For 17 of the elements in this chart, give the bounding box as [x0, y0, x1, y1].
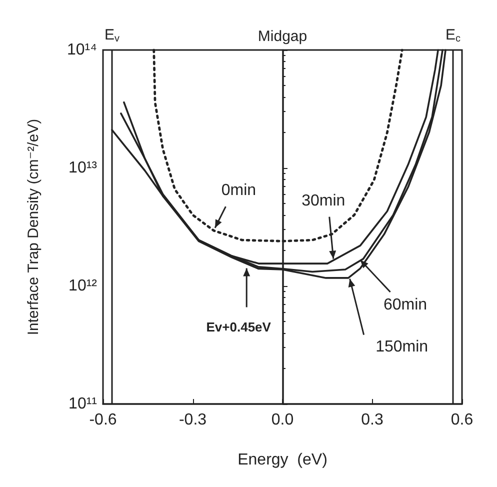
y-tick-label: 10¹⁴	[67, 42, 98, 58]
y-axis-title: Interface Trap Density (cm⁻²/eV)	[25, 118, 42, 336]
y-tick-label: 10¹³	[68, 160, 98, 176]
x-tick-label: 0.6	[450, 412, 474, 428]
ref-line-label: Midgap	[258, 28, 308, 45]
x-tick-label: -0.3	[178, 412, 207, 428]
x-tick-label: 0.0	[271, 412, 294, 428]
annotation: 60min	[383, 296, 428, 314]
annotation: 150min	[376, 338, 428, 356]
x-tick-label: -0.6	[89, 412, 117, 428]
y-tick-label: 10¹²	[68, 278, 98, 294]
annotation: 30min	[302, 192, 346, 210]
x-tick-label: 0.3	[361, 412, 384, 428]
x-axis-title: Energy (eV)	[238, 452, 328, 468]
annotation: 0min	[221, 182, 256, 200]
y-tick-label: 10¹¹	[68, 396, 97, 412]
annotation: Ev+0.45eV	[206, 320, 272, 335]
